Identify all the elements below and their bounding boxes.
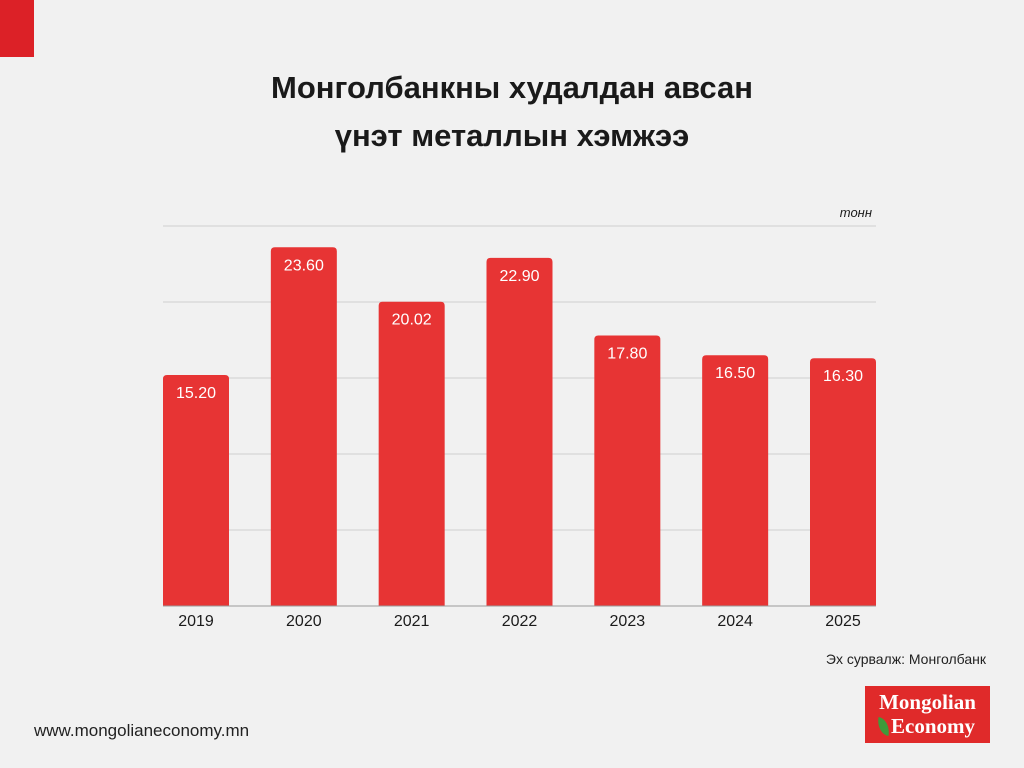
value-label-2020: 23.60 — [284, 257, 324, 274]
value-label-2025: 16.30 — [823, 368, 863, 385]
x-tick-labels: 2019 2020 2021 2022 2023 2024 2025 — [178, 613, 861, 630]
source-note: Эх сурвалж: Монголбанк — [825, 651, 986, 667]
chart-title-line-2: үнэт металлын хэмжээ — [334, 118, 690, 153]
chart-title: Монголбанкны худалдан авсан үнэт металлы… — [0, 64, 1024, 160]
value-label-2022: 22.90 — [499, 268, 539, 285]
logo-line-1: Mongolian — [879, 690, 976, 714]
website-link[interactable]: www.mongolianeconomy.mn — [34, 721, 250, 740]
value-label-2023: 17.80 — [607, 345, 647, 362]
value-label-2019: 15.20 — [176, 385, 216, 402]
corner-accent — [0, 0, 34, 57]
x-tick-2024: 2024 — [717, 613, 753, 630]
bars — [163, 247, 876, 606]
value-label-2021: 20.02 — [392, 312, 432, 329]
mongolian-economy-logo: Mongolian Economy — [865, 686, 990, 743]
bar-2024 — [702, 355, 769, 606]
value-label-2024: 16.50 — [715, 365, 755, 382]
value-labels: 15.20 23.60 20.02 22.90 17.80 16.50 16.30 — [176, 257, 863, 402]
x-tick-2021: 2021 — [394, 613, 430, 630]
bar-2025 — [810, 358, 876, 606]
x-tick-2023: 2023 — [610, 613, 646, 630]
bar-2022 — [486, 257, 553, 606]
x-tick-2025: 2025 — [825, 613, 861, 630]
x-tick-2020: 2020 — [286, 613, 322, 630]
logo-line-2: Economy — [891, 714, 975, 738]
bar-2021 — [378, 301, 445, 606]
x-tick-2019: 2019 — [178, 613, 214, 630]
x-tick-2022: 2022 — [502, 613, 538, 630]
chart-title-line-1: Монголбанкны худалдан авсан — [271, 70, 753, 105]
bar-2023 — [594, 335, 661, 606]
bar-2019 — [163, 374, 229, 606]
bar-2020 — [270, 247, 337, 606]
unit-label: тонн — [840, 205, 872, 220]
